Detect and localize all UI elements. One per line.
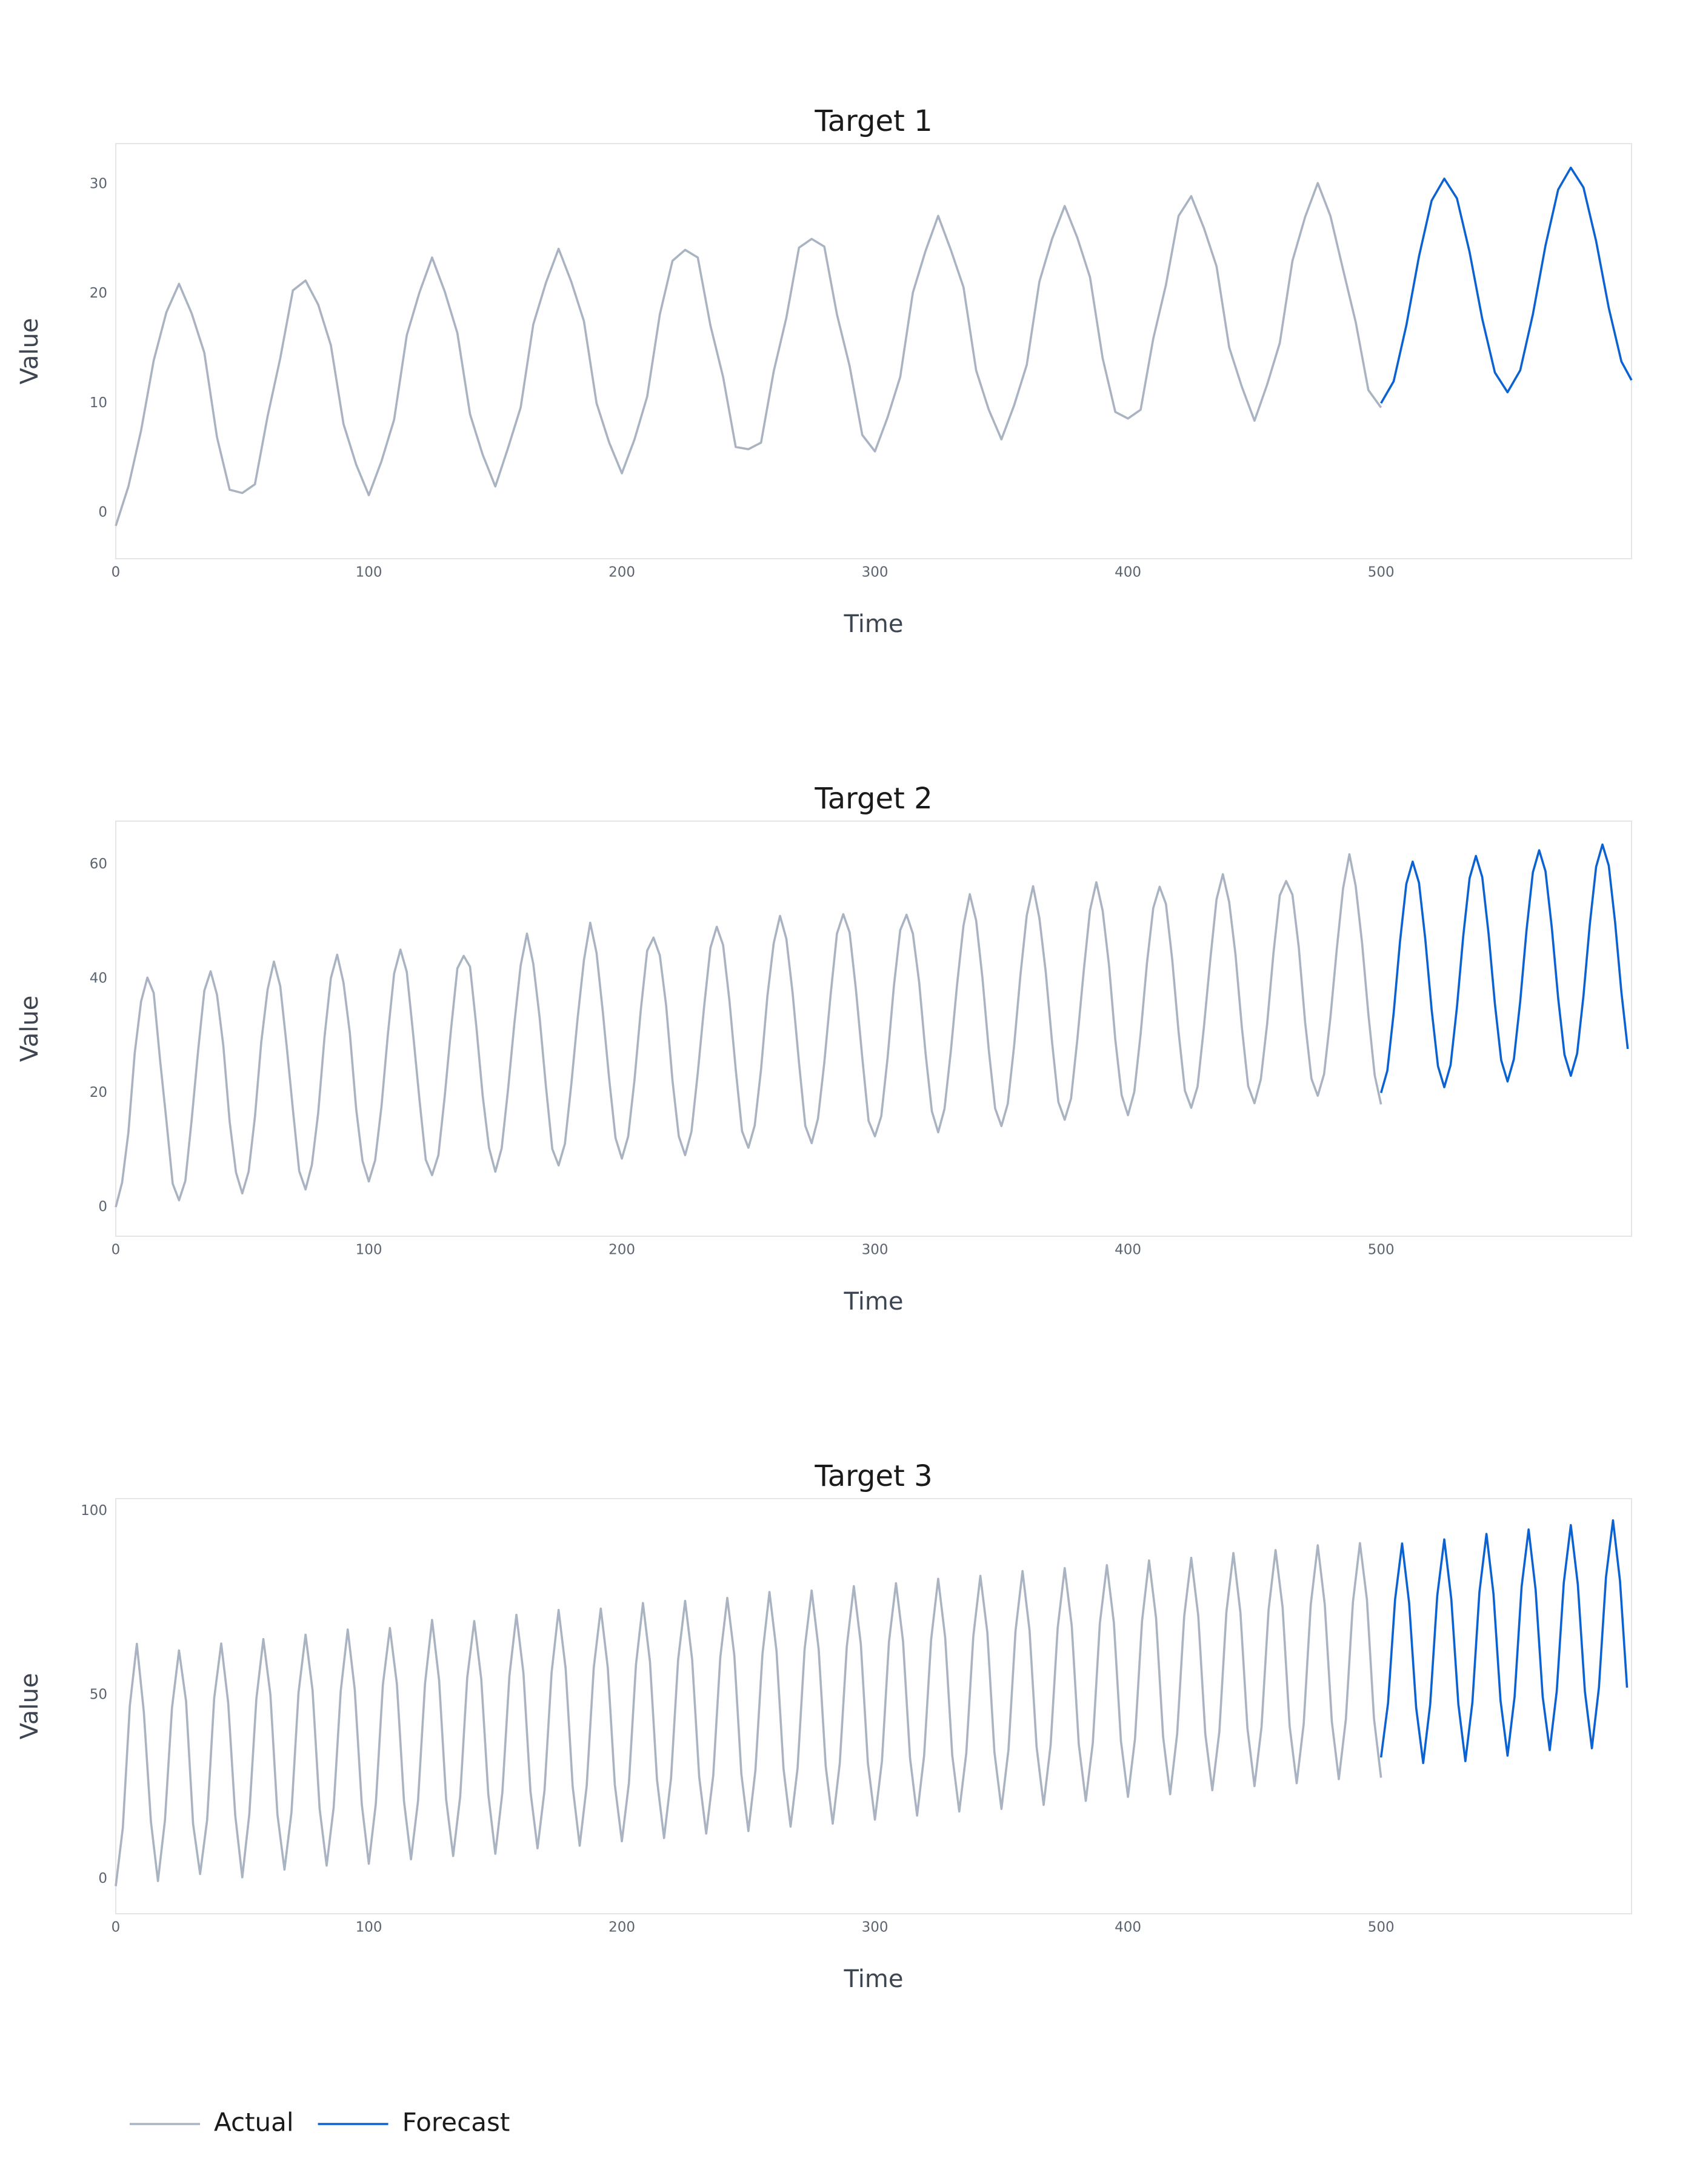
x-tick-label: 200 xyxy=(608,1920,635,1936)
x-tick-label: 500 xyxy=(1368,1920,1395,1936)
x-axis-title: Time xyxy=(844,1965,904,1993)
x-tick-label: 500 xyxy=(1368,1242,1395,1258)
y-tick-label: 0 xyxy=(98,1199,107,1214)
plot-area xyxy=(115,143,1632,559)
series-line xyxy=(115,1542,1382,1886)
x-tick-label: 100 xyxy=(356,1920,382,1936)
series-line xyxy=(115,182,1382,527)
x-axis-title: Time xyxy=(844,610,904,638)
plot-area xyxy=(115,821,1632,1237)
x-tick-label: 300 xyxy=(862,1920,889,1936)
x-tick-label: 400 xyxy=(1115,565,1141,581)
y-tick-label: 30 xyxy=(90,176,107,191)
legend-label: Actual xyxy=(214,2108,294,2137)
x-axis-title: Time xyxy=(844,1288,904,1316)
series-line xyxy=(1380,166,1633,404)
x-tick-label: 200 xyxy=(608,1242,635,1258)
y-tick-label: 20 xyxy=(90,1085,107,1100)
x-tick-label: 200 xyxy=(608,565,635,581)
y-tick-label: 10 xyxy=(90,395,107,411)
x-tick-label: 400 xyxy=(1115,1242,1141,1258)
chart-title: Target 3 xyxy=(814,1459,932,1493)
y-axis-title: Value xyxy=(16,1673,44,1740)
legend-label: Forecast xyxy=(402,2108,510,2137)
y-tick-label: 0 xyxy=(98,1871,107,1886)
y-tick-label: 0 xyxy=(98,505,107,521)
x-tick-label: 500 xyxy=(1368,565,1395,581)
y-tick-label: 20 xyxy=(90,285,107,301)
y-axis-title: Value xyxy=(16,318,44,385)
x-tick-label: 300 xyxy=(862,565,889,581)
plot-area xyxy=(115,1498,1632,1914)
chart-title: Target 1 xyxy=(814,104,932,138)
y-tick-label: 100 xyxy=(81,1503,107,1519)
chart-title: Target 2 xyxy=(814,782,932,816)
x-tick-label: 0 xyxy=(112,1242,121,1258)
x-tick-label: 100 xyxy=(356,1242,382,1258)
x-tick-label: 100 xyxy=(356,565,382,581)
x-tick-label: 400 xyxy=(1115,1920,1141,1936)
series-line xyxy=(1379,1519,1629,1765)
x-tick-label: 0 xyxy=(112,565,121,581)
y-tick-label: 60 xyxy=(90,856,107,872)
y-tick-label: 50 xyxy=(90,1686,107,1702)
series-line xyxy=(115,853,1382,1208)
x-tick-label: 0 xyxy=(112,1920,121,1936)
series-line xyxy=(1379,843,1629,1093)
y-axis-title: Value xyxy=(16,996,44,1062)
y-tick-label: 40 xyxy=(90,971,107,987)
x-tick-label: 300 xyxy=(862,1242,889,1258)
